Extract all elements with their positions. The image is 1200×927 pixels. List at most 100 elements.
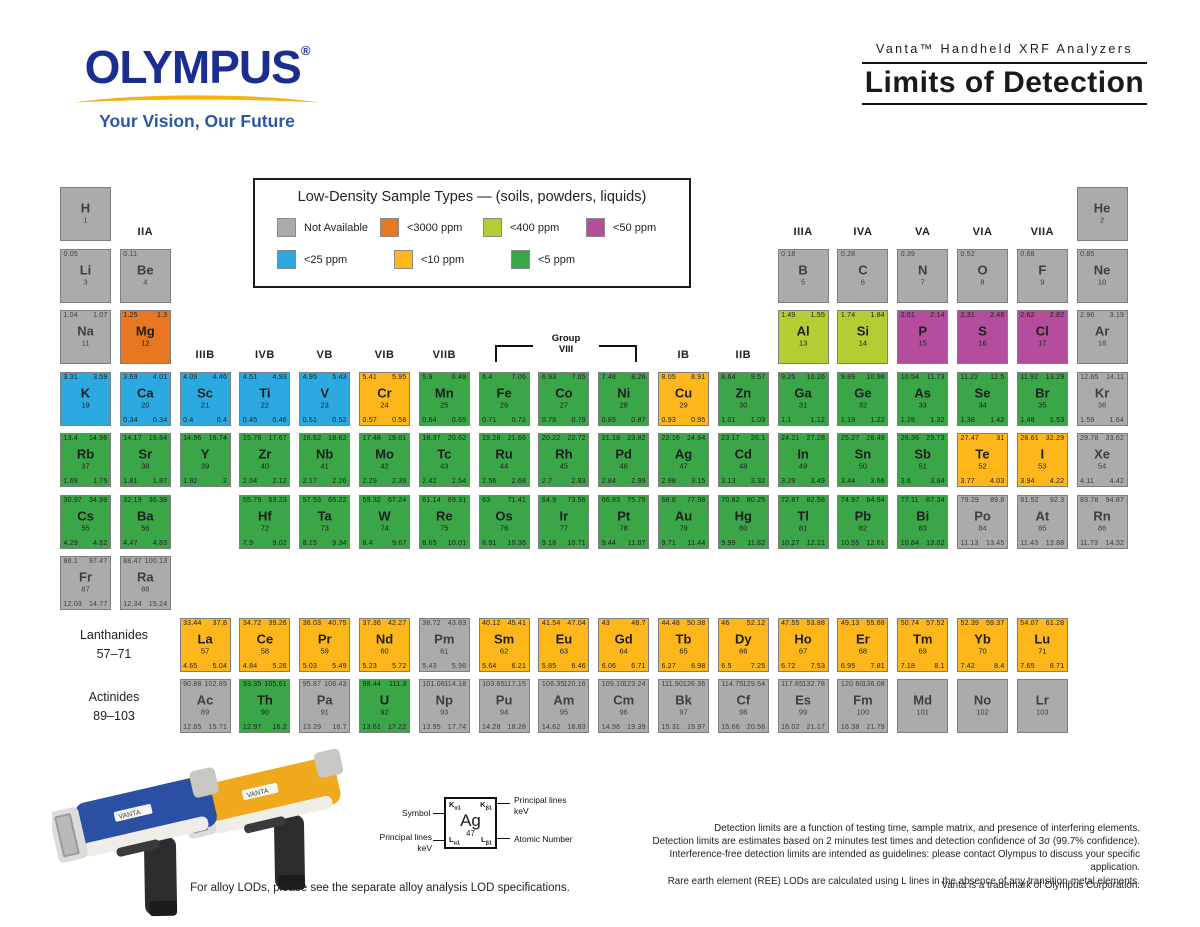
element-symbol: Pt xyxy=(617,508,631,524)
lalpha1-kev: 0.34 xyxy=(123,416,138,424)
title-rule-bottom xyxy=(862,103,1147,105)
lbeta1-kev: 5.04 xyxy=(212,662,228,670)
lbeta1-kev: 0.95 xyxy=(691,416,706,424)
atomic-number: 10 xyxy=(1097,277,1107,287)
element-center: Zr 40 xyxy=(240,448,289,471)
element-center: Hf 72 xyxy=(240,509,289,532)
disclaimer-line: Interference-free detection limits are i… xyxy=(669,849,1141,874)
atomic-number: 79 xyxy=(679,523,688,533)
atomic-number: 98 xyxy=(739,707,748,717)
element-symbol: Ar xyxy=(1094,323,1110,339)
group-viii-label: Group VIII xyxy=(551,333,581,355)
element-center: Pm 61 xyxy=(420,632,469,655)
element-Ru: 19.28 21.66 2.56 2.68 Ru 44 xyxy=(478,433,530,487)
lalpha1-kev: 2.84 xyxy=(601,478,617,485)
atomic-number: 51 xyxy=(918,461,927,471)
kbeta1-kev: 34.99 xyxy=(88,496,108,504)
element-symbol: Gd xyxy=(614,631,633,647)
element-Rb: 13.4 14.96 1.69 1.75 Rb 37 xyxy=(60,433,111,487)
lalpha1-kev: 0.45 xyxy=(242,416,258,424)
key-symbol-line xyxy=(433,813,444,815)
element-symbol: Cr xyxy=(377,385,392,401)
atomic-number: 93 xyxy=(440,707,449,717)
element-center: Ga 31 xyxy=(779,386,828,409)
lbeta1-kev: 17.22 xyxy=(387,724,407,731)
element-center: Ir 77 xyxy=(539,509,588,532)
kbeta1-kev: 63.23 xyxy=(268,496,287,504)
atomic-number: 49 xyxy=(798,461,808,471)
atomic-number: 6 xyxy=(860,277,865,287)
group-label-IB: IB xyxy=(677,349,690,361)
lbeta1-kev: 16.2 xyxy=(272,724,287,731)
lbeta1-kev: 12.21 xyxy=(806,539,826,547)
lbeta1-kev: 5.96 xyxy=(451,662,467,670)
group-label-IVB: IVB xyxy=(254,349,275,361)
lbeta1-kev: 1.22 xyxy=(870,416,885,424)
legend-label: <10 ppm xyxy=(421,253,465,266)
element-center: Rn 86 xyxy=(1078,509,1127,532)
lalpha1-kev: 4.47 xyxy=(123,539,138,547)
lbeta1-kev: 15.24 xyxy=(148,601,168,608)
kbeta1-kev: 45.41 xyxy=(507,619,527,627)
element-center: Lr 103 xyxy=(1018,694,1067,717)
element-Pt: 66.83 75.75 9.44 11.07 Pt 78 xyxy=(598,494,650,549)
element-symbol: Ta xyxy=(317,508,332,524)
kbeta1-kev: 36.38 xyxy=(148,496,168,504)
element-center: Ho 67 xyxy=(779,632,828,655)
element-center: Fe 26 xyxy=(480,386,529,409)
lalpha1-kev: 7.42 xyxy=(960,662,975,670)
element-Au: 68.8 77.98 9.71 11.44 Au 79 xyxy=(658,494,709,549)
kbeta1-kev: 102.85 xyxy=(204,681,228,688)
bracket-tick-left xyxy=(495,345,498,362)
kalpha1-kev: 0.68 xyxy=(1020,250,1035,258)
element-center: Eu 63 xyxy=(539,632,588,655)
element-Fm: 120.60 136.08 16.38 21.79 Fm 100 xyxy=(837,679,889,733)
kalpha1-kev: 5.41 xyxy=(362,373,377,381)
kbeta1-kev: 31 xyxy=(996,435,1005,442)
element-Pm: 38.72 43.83 5.43 5.96 Pm 61 xyxy=(418,617,470,672)
atomic-number: 67 xyxy=(798,646,808,656)
kbeta1-kev: 10.26 xyxy=(806,373,826,381)
element-center: Na 11 xyxy=(61,325,110,348)
kbeta1-kev: 1.3 xyxy=(156,312,168,319)
atomic-number: 92 xyxy=(380,707,389,717)
lalpha1-kev: 7.65 xyxy=(1020,662,1035,670)
kalpha1-kev: 2.31 xyxy=(960,312,975,319)
atomic-number: 65 xyxy=(679,646,688,656)
kalpha1-kev: 95.87 xyxy=(302,681,322,688)
element-symbol: Ra xyxy=(136,569,154,585)
lalpha1-kev: 3.13 xyxy=(721,478,736,485)
element-Mn: 5.9 6.49 0.64 0.65 Mn 25 xyxy=(418,371,470,426)
kalpha1-kev: 1.25 xyxy=(123,312,138,319)
atomic-number: 28 xyxy=(619,400,628,410)
product-line-title: Vanta™ Handheld XRF Analyzers xyxy=(876,42,1133,56)
element-P: 2.01 2.14 P 15 xyxy=(897,310,949,364)
kbeta1-kev: 3.19 xyxy=(1109,312,1125,319)
legend-label: <400 ppm xyxy=(510,221,560,234)
lalpha1-kev: 6.06 xyxy=(601,662,617,670)
element-symbol: N xyxy=(917,262,928,278)
element-center: Au 79 xyxy=(659,509,708,532)
element-Ho: 47.55 53.88 6.72 7.53 Ho 67 xyxy=(777,617,829,672)
lbeta1-kev: 1.75 xyxy=(93,478,108,485)
atomic-number: 87 xyxy=(81,584,90,594)
element-center: Ni 28 xyxy=(599,386,648,409)
kbeta1-kev: 117.15 xyxy=(504,681,527,688)
legend-item: <10 ppm xyxy=(394,250,511,269)
element-symbol: Mn xyxy=(434,385,454,401)
element-symbol: C xyxy=(858,262,868,278)
lbeta1-kev: 7.53 xyxy=(810,662,826,670)
kalpha1-kev: 88.47 xyxy=(123,558,142,565)
atomic-number: 57 xyxy=(200,646,210,656)
legend-item: <25 ppm xyxy=(277,250,394,269)
element-Os: 63 71.41 8.91 10.36 Os 76 xyxy=(478,494,530,549)
element-symbol: Am xyxy=(553,692,575,708)
legend-row-1: Not Available <3000 ppm <400 ppm <50 ppm xyxy=(277,218,689,237)
lbeta1-kev: 7.25 xyxy=(750,662,766,670)
element-symbol: Md xyxy=(913,692,933,708)
kalpha1-kev: 0.28 xyxy=(840,250,856,258)
lalpha1-kev: 12.97 xyxy=(242,724,262,731)
element-center: S 16 xyxy=(958,325,1007,348)
kalpha1-kev: 9.89 xyxy=(840,373,856,381)
